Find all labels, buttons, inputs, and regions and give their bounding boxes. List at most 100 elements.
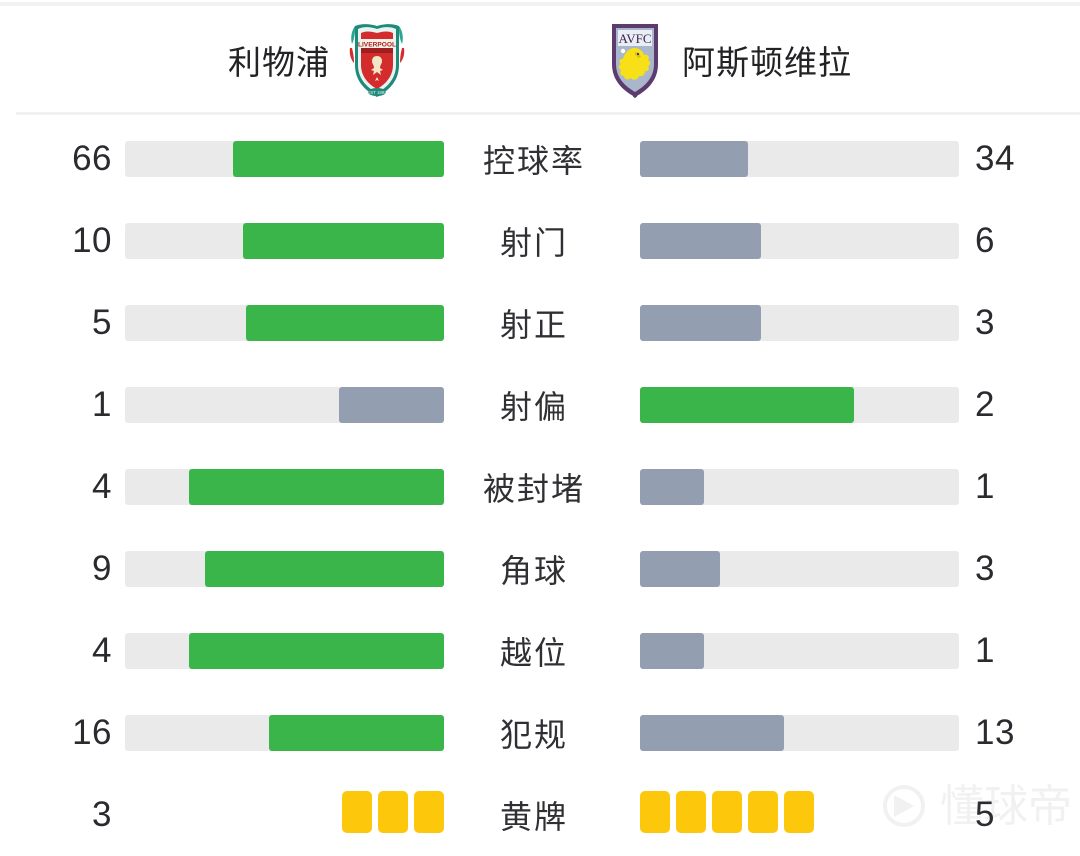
bar-track [125, 141, 444, 177]
top-divider [0, 2, 1080, 6]
yellow-card-icon [784, 791, 814, 833]
header-divider [16, 112, 1080, 115]
bar-fill [243, 223, 444, 259]
stats-comparison-list: 66 控球率 34 10 射门 6 5 射正 3 1 射偏 2 4 被封堵 1 9 角球 3 4 越位 1 16 犯规 13 3… [0, 118, 1080, 856]
stat-label: 射正 [499, 307, 568, 343]
away-stat-value: 3 [975, 549, 995, 588]
away-team-block: AVFC 阿斯顿维拉 [604, 6, 852, 113]
home-stat-value: 66 [72, 139, 112, 178]
home-stat-value: 1 [92, 385, 112, 424]
header-center-gap [408, 59, 604, 60]
stat-row: 4 越位 1 [0, 610, 1080, 692]
away-yellow-cards [640, 791, 959, 836]
yellow-card-icon [342, 791, 372, 833]
bar-track [125, 633, 444, 669]
away-stat-value: 1 [975, 467, 995, 506]
stat-label: 角球 [499, 553, 568, 589]
stat-row: 10 射门 6 [0, 200, 1080, 282]
away-stat-value: 6 [975, 221, 995, 260]
away-stat-value: 1 [975, 631, 995, 670]
stat-row: 4 被封堵 1 [0, 446, 1080, 528]
bar-fill [204, 551, 444, 587]
stat-label: 黄牌 [499, 799, 568, 835]
match-header: 利物浦 LIVERPOOL EST 1892 [0, 6, 1080, 113]
home-stat-value: 4 [92, 631, 112, 670]
stat-row: 16 犯规 13 [0, 692, 1080, 774]
home-stat-value: 10 [72, 221, 112, 260]
home-stat-bar [125, 469, 444, 505]
bar-fill [640, 305, 762, 341]
bar-fill [640, 141, 749, 177]
bar-track [640, 223, 959, 259]
bar-fill [233, 141, 444, 177]
home-stat-value: 16 [72, 713, 112, 752]
stat-row: 3 黄牌 5 [0, 774, 1080, 856]
stat-label: 射门 [499, 225, 568, 261]
yellow-card-icon [748, 791, 778, 833]
stat-row: 9 角球 3 [0, 528, 1080, 610]
away-stat-bar [640, 223, 959, 259]
stat-label: 控球率 [482, 143, 585, 179]
home-stat-bar [125, 305, 444, 341]
away-stat-bar [640, 141, 959, 177]
bar-fill [268, 715, 444, 751]
away-stat-bar [640, 305, 959, 341]
home-card-group [342, 791, 444, 833]
yellow-card-icon [414, 791, 444, 833]
liverpool-crest-icon: LIVERPOOL EST 1892 [346, 20, 408, 100]
bar-fill [188, 633, 444, 669]
bar-track [640, 305, 959, 341]
svg-text:LIVERPOOL: LIVERPOOL [358, 41, 396, 48]
bar-fill [246, 305, 444, 341]
home-stat-bar [125, 551, 444, 587]
bar-track [125, 223, 444, 259]
away-stat-value: 13 [975, 713, 1015, 752]
bar-track [640, 469, 959, 505]
bar-fill [640, 715, 784, 751]
yellow-card-icon [640, 791, 670, 833]
bar-track [125, 387, 444, 423]
bar-track [640, 551, 959, 587]
stat-label: 犯规 [499, 717, 568, 753]
bar-fill [640, 223, 762, 259]
bar-track [125, 551, 444, 587]
svg-text:EST 1892: EST 1892 [367, 90, 387, 95]
home-stat-bar [125, 633, 444, 669]
stat-row: 1 射偏 2 [0, 364, 1080, 446]
away-team-name: 阿斯顿维拉 [682, 43, 852, 81]
away-card-group [640, 791, 814, 833]
home-stat-value: 5 [92, 303, 112, 342]
yellow-card-icon [676, 791, 706, 833]
bar-fill [640, 469, 704, 505]
bar-fill [640, 633, 704, 669]
home-stat-bar [125, 141, 444, 177]
bar-fill [338, 387, 444, 423]
away-stat-bar [640, 469, 959, 505]
home-yellow-cards [125, 791, 444, 836]
stat-label: 越位 [499, 635, 568, 671]
bar-track [125, 305, 444, 341]
home-stat-value: 4 [92, 467, 112, 506]
away-stat-value: 2 [975, 385, 995, 424]
bar-fill [640, 551, 720, 587]
home-stat-value: 9 [92, 549, 112, 588]
home-team-name: 利物浦 [228, 43, 330, 81]
home-stat-bar [125, 387, 444, 423]
stat-row: 66 控球率 34 [0, 118, 1080, 200]
bar-track [640, 633, 959, 669]
away-stat-bar [640, 633, 959, 669]
svg-text:AVFC: AVFC [618, 31, 651, 46]
yellow-card-icon [712, 791, 742, 833]
away-stat-value: 5 [975, 795, 995, 834]
home-team-block: 利物浦 LIVERPOOL EST 1892 [228, 6, 408, 113]
home-stat-bar [125, 715, 444, 751]
home-stat-bar [125, 223, 444, 259]
away-stat-bar [640, 551, 959, 587]
away-stat-bar [640, 387, 959, 423]
yellow-card-icon [378, 791, 408, 833]
away-stat-value: 34 [975, 139, 1015, 178]
bar-track [640, 715, 959, 751]
bar-fill [640, 387, 854, 423]
bar-track [640, 387, 959, 423]
bar-track [125, 715, 444, 751]
